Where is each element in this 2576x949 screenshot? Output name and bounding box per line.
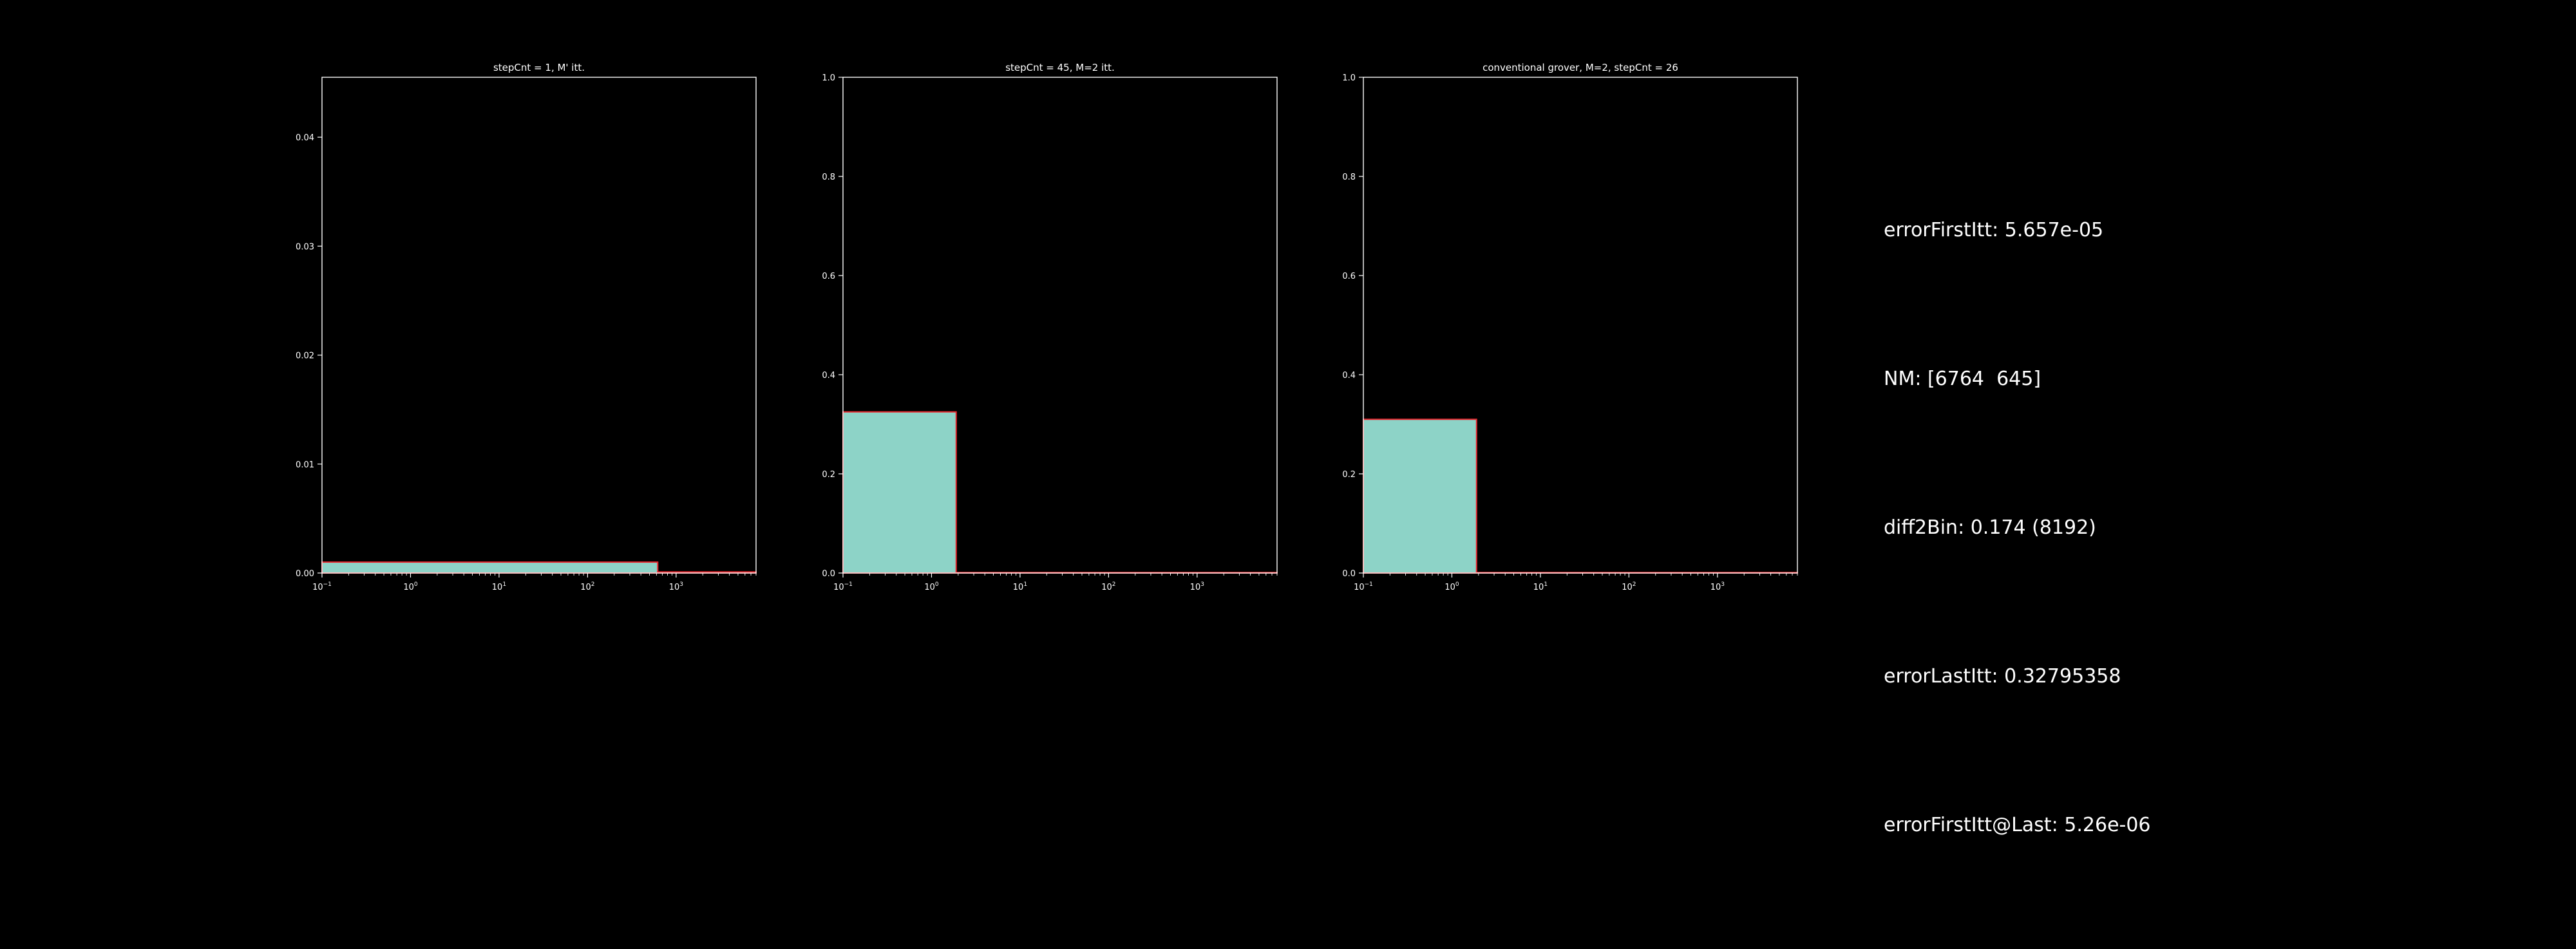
chart-2-xtick-label-1: 10−1: [833, 581, 853, 592]
chart-2-axes-frame: [842, 77, 1278, 574]
info-panel: errorFirstItt: 5.657e-05 NM: [6764 645] …: [1884, 106, 2151, 949]
chart-3-ytick-label-3: 0.4: [1342, 371, 1356, 381]
info-error-last-itt: errorLastItt: 0.32795358: [1884, 665, 2121, 688]
chart-3-xtick-label-3: 101: [1533, 581, 1548, 592]
chart-1-ytick-label-5: 0.04: [296, 133, 314, 143]
chart-2-xtick-label-5: 103: [1190, 581, 1204, 592]
chart-1-axes-frame: [321, 77, 757, 574]
chart-1-xtick-label-1: 10−1: [312, 581, 332, 592]
chart-1-xtick-label-5: 103: [669, 581, 683, 592]
chart-2-ytick-label-5: 0.8: [822, 173, 835, 182]
chart-1-xtick-label-4: 102: [580, 581, 594, 592]
chart-2-title: stepCnt = 45, M=2 itt.: [1005, 62, 1115, 73]
chart-3-ytick-label-4: 0.6: [1342, 272, 1356, 281]
chart-3-ytick-label-2: 0.2: [1342, 470, 1356, 480]
info-error-first-itt-at-last: errorFirstItt@Last: 5.26e-06: [1884, 814, 2151, 836]
chart-3-xtick-label-4: 102: [1622, 581, 1636, 592]
chart-1-ytick-label-2: 0.01: [296, 460, 314, 470]
chart-2-xtick-label-4: 102: [1101, 581, 1115, 592]
chart-1-xtick-label-2: 100: [403, 581, 418, 592]
chart-3-bar-1: [1363, 418, 1477, 574]
chart-3-xtick-label-1: 10−1: [1354, 581, 1373, 592]
chart-2-ytick-label-6: 1.0: [822, 73, 835, 83]
chart-2-ytick-label-1: 0.0: [822, 569, 835, 579]
info-error-first-itt: errorFirstItt: 5.657e-05: [1884, 219, 2104, 241]
chart-3-xtick-label-2: 100: [1444, 581, 1459, 592]
chart-1-ytick-label-3: 0.02: [296, 352, 314, 361]
histogram-figure: stepCnt = 1, M' itt. 0.00 0.01 0.02 0.03 0.04…: [296, 62, 1798, 592]
chart-2-xtick-label-2: 100: [924, 581, 939, 592]
chart-3-ytick-label-6: 1.0: [1342, 73, 1356, 83]
chart-2-bar-1: [842, 411, 957, 574]
figure-canvas: stepCnt = 1, M' itt. 0.00 0.01 0.02 0.03 0.04…: [296, 62, 2151, 836]
chart-3-ytick-label-1: 0.0: [1342, 569, 1356, 579]
chart-1-title: stepCnt = 1, M' itt.: [493, 62, 585, 73]
chart-3-axes-frame: [1363, 77, 1798, 574]
chart-1-bar-1: [321, 561, 659, 574]
chart-2-ytick-label-3: 0.4: [822, 371, 835, 381]
chart-1-ytick-label-1: 0.00: [296, 569, 314, 579]
chart-3-ytick-label-5: 0.8: [1342, 173, 1356, 182]
chart-2-xtick-label-3: 101: [1013, 581, 1027, 592]
chart-2-ytick-label-4: 0.6: [822, 272, 835, 281]
chart-1-xtick-label-3: 101: [492, 581, 506, 592]
chart-3-xtick-label-5: 103: [1710, 581, 1725, 592]
chart-1-ytick-label-4: 0.03: [296, 242, 314, 252]
chart-3-title: conventional grover, M=2, stepCnt = 26: [1482, 62, 1678, 73]
info-nm: NM: [6764 645]: [1884, 368, 2041, 390]
info-diff2bin: diff2Bin: 0.174 (8192): [1884, 516, 2096, 539]
chart-2-ytick-label-2: 0.2: [822, 470, 835, 480]
